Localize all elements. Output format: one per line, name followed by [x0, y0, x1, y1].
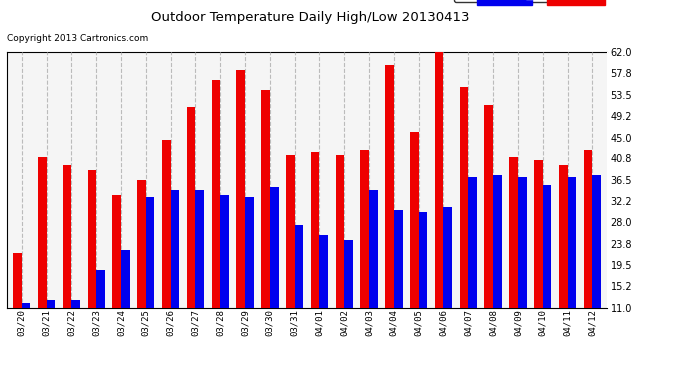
Bar	[195, 190, 204, 363]
Bar	[220, 195, 229, 363]
Bar	[484, 105, 493, 363]
Bar	[310, 153, 319, 363]
Bar	[146, 198, 155, 363]
Bar	[559, 165, 567, 363]
Bar	[460, 87, 469, 363]
Bar	[444, 207, 452, 363]
Bar	[543, 185, 551, 363]
Bar	[295, 225, 304, 363]
Bar	[13, 252, 22, 363]
Bar	[63, 165, 71, 363]
Bar	[38, 158, 47, 363]
Bar	[518, 177, 526, 363]
Bar	[137, 180, 146, 363]
Bar	[88, 170, 96, 363]
Bar	[584, 150, 592, 363]
Bar	[344, 240, 353, 363]
Bar	[270, 188, 279, 363]
Bar	[369, 190, 377, 363]
Bar	[121, 250, 130, 363]
Bar	[567, 177, 576, 363]
Bar	[261, 90, 270, 363]
Bar	[112, 195, 121, 363]
Bar	[187, 108, 195, 363]
Bar	[360, 150, 369, 363]
Bar	[22, 303, 30, 363]
Bar	[394, 210, 402, 363]
Bar	[493, 175, 502, 363]
Bar	[162, 140, 170, 363]
Bar	[96, 270, 105, 363]
Bar	[212, 80, 220, 363]
Bar	[335, 155, 344, 363]
Bar	[286, 155, 295, 363]
Text: Outdoor Temperature Daily High/Low 20130413: Outdoor Temperature Daily High/Low 20130…	[151, 11, 470, 24]
Bar	[534, 160, 543, 363]
Legend: Low  (°F), High  (°F): Low (°F), High (°F)	[454, 0, 602, 2]
Bar	[47, 300, 55, 363]
Bar	[469, 177, 477, 363]
Bar	[170, 190, 179, 363]
Bar	[509, 158, 518, 363]
Bar	[319, 235, 328, 363]
Bar	[237, 70, 245, 363]
Bar	[419, 213, 427, 363]
Text: Copyright 2013 Cartronics.com: Copyright 2013 Cartronics.com	[7, 34, 148, 43]
Bar	[71, 300, 80, 363]
Bar	[245, 198, 254, 363]
Bar	[435, 53, 444, 363]
Bar	[410, 132, 419, 363]
Bar	[385, 65, 394, 363]
Bar	[592, 175, 601, 363]
